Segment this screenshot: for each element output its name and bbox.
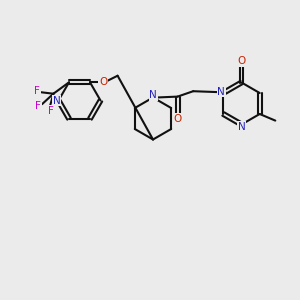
Text: O: O [173, 113, 182, 124]
Text: N: N [149, 90, 157, 100]
Text: F: F [34, 86, 40, 96]
Text: O: O [237, 56, 246, 67]
Text: F: F [35, 101, 41, 111]
Text: F: F [48, 106, 54, 116]
Text: O: O [99, 77, 107, 87]
Text: N: N [217, 86, 225, 97]
Text: N: N [52, 95, 60, 106]
Text: N: N [238, 122, 245, 132]
